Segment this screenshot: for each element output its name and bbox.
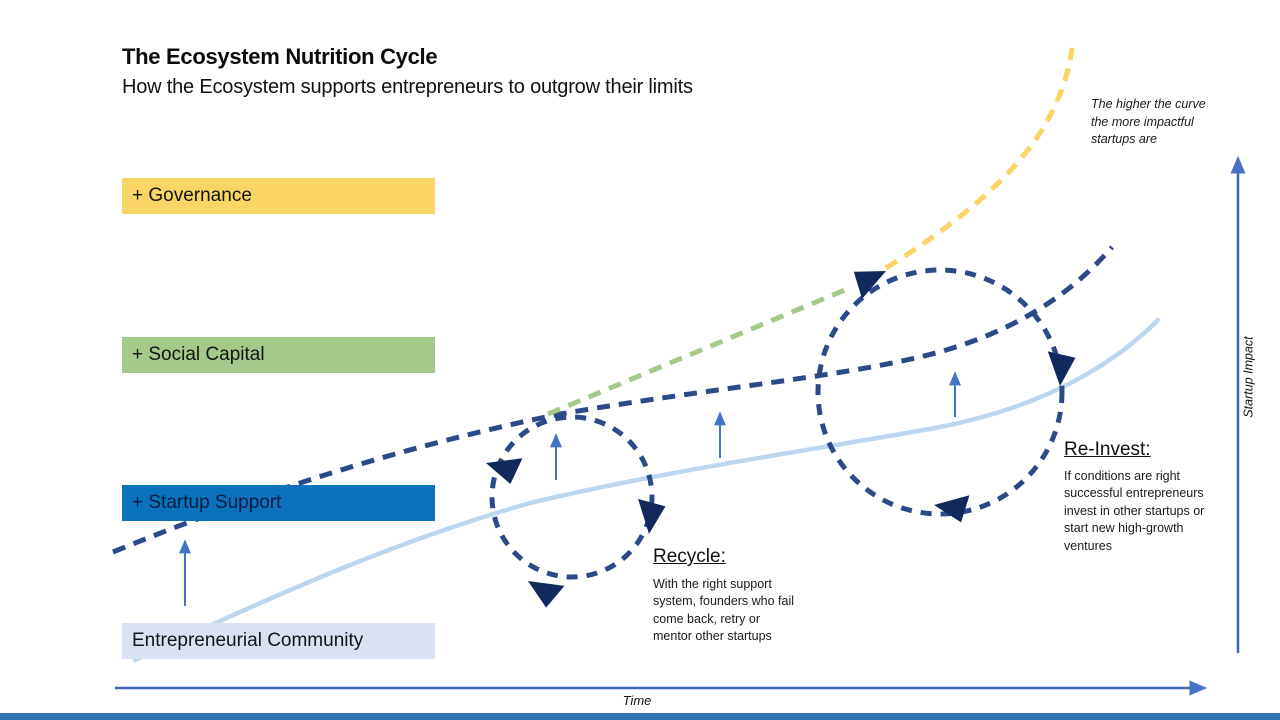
curve-note-line: startups are <box>1091 132 1158 146</box>
recycle-loop-arrowhead-icon <box>486 458 523 485</box>
time-axis-label: Time <box>622 693 652 708</box>
layer-box-governance: + Governance <box>122 178 435 214</box>
impact-axis-label: Startup Impact <box>1241 336 1256 418</box>
curve-note: The higher the curve the more impactful … <box>1091 96 1231 149</box>
layer-box-label: + Startup Support <box>132 492 282 513</box>
reinvest-body: If conditions are right successful entre… <box>1064 468 1234 555</box>
recycle-body-line: system, founders who fail <box>653 594 795 609</box>
recycle-loop <box>489 414 655 580</box>
reinvest-body-line: If conditions are right <box>1064 469 1181 483</box>
recycle-loop-arrowhead-icon <box>638 498 666 534</box>
layer-box-label: + Governance <box>132 185 252 206</box>
recycle-heading: Recycle: <box>653 546 726 567</box>
layer-box-social-capital: + Social Capital <box>122 337 435 373</box>
support-curve <box>112 245 1114 555</box>
reinvest-loop-arrowhead-icon <box>853 271 886 299</box>
curve-note-line: the more impactful <box>1091 114 1194 129</box>
reinvest-loop-arrowhead-icon <box>934 495 970 523</box>
curve-note-line: The higher the curve <box>1091 97 1206 111</box>
community-curve <box>132 317 1161 663</box>
reinvest-loop-arrowhead-icon <box>1047 351 1076 386</box>
layer-box-label: Entrepreneurial Community <box>132 630 364 651</box>
reinvest-heading: Re-Invest: <box>1064 439 1151 460</box>
recycle-body-line: With the right support <box>653 577 772 591</box>
reinvest-body-line: successful entrepreneurs <box>1064 486 1204 501</box>
layer-box-entrepreneurial-community: Entrepreneurial Community <box>122 623 435 659</box>
reinvest-body-line: ventures <box>1064 538 1112 553</box>
layer-box-label: + Social Capital <box>132 344 265 365</box>
recycle-body-line: mentor other startups <box>653 629 772 644</box>
reinvest-body-line: start new high-growth <box>1064 521 1184 536</box>
recycle-body: With the right support system, founders … <box>653 576 828 646</box>
recycle-body-line: come back, retry or <box>653 611 760 626</box>
layer-box-startup-support: + Startup Support <box>122 485 435 521</box>
governance-curve <box>884 47 1075 271</box>
bottom-accent-bar <box>0 713 1280 720</box>
slide-subtitle: How the Ecosystem supports entrepreneurs… <box>122 76 693 98</box>
slide-title: The Ecosystem Nutrition Cycle <box>122 44 438 69</box>
reinvest-body-line: invest in other startups or <box>1064 503 1205 518</box>
reinvest-loop <box>815 267 1065 517</box>
recycle-loop-arrowhead-icon <box>528 581 565 608</box>
social-capital-curve <box>547 284 853 417</box>
